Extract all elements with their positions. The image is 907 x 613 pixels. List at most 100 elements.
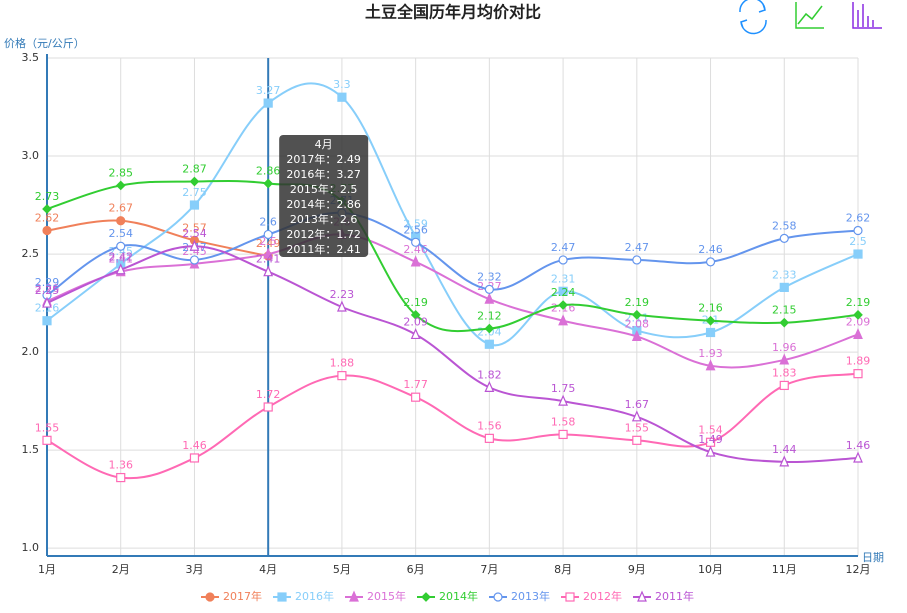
refresh-button[interactable]: [739, 0, 767, 35]
data-point: [337, 371, 347, 381]
tooltip-row: 2016年：3.27: [286, 167, 361, 181]
data-label: 2.33: [772, 268, 797, 281]
data-label: 2.85: [108, 166, 133, 179]
data-label: 1.55: [35, 421, 60, 434]
data-label: 2.54: [182, 227, 207, 240]
data-point: [705, 359, 716, 371]
data-point: [484, 284, 494, 294]
data-label: 2.09: [846, 315, 871, 328]
data-point: [705, 327, 716, 338]
data-point: [411, 392, 421, 402]
data-point: [779, 282, 789, 292]
data-label: 2.75: [182, 186, 207, 199]
data-label: 2.46: [698, 243, 723, 256]
line: [46, 372, 859, 480]
data-point: [558, 286, 568, 296]
tooltip-row: 2017年：2.49: [286, 152, 361, 166]
data-label: 2.16: [35, 302, 60, 315]
data-label: 2.49: [256, 237, 281, 250]
data-label: 2.62: [846, 212, 871, 225]
data-point: [42, 316, 52, 326]
data-point: [779, 353, 790, 365]
data-label: 1.96: [772, 341, 797, 354]
data-label: 1.67: [625, 398, 650, 411]
x-tick-label: 11月: [772, 563, 797, 576]
x-tick-label: 3月: [185, 563, 203, 576]
data-point: [42, 225, 52, 236]
data-point: [484, 323, 495, 334]
legend-marker: [349, 590, 359, 602]
data-point: [484, 433, 494, 443]
data-point: [410, 327, 421, 340]
tooltip-row: 2012年：1.72: [286, 227, 361, 241]
data-label: 2.56: [403, 223, 428, 236]
data-label: 2.58: [772, 219, 797, 232]
data-label: 2.12: [477, 310, 502, 323]
x-tick-label: 6月: [407, 563, 425, 576]
x-axis-title: 日期: [862, 551, 884, 564]
data-point: [336, 300, 347, 312]
data-point: [632, 255, 642, 265]
data-label: 2.47: [551, 241, 576, 254]
data-point: [558, 314, 569, 326]
data-point: [705, 315, 716, 326]
data-label: 2.5: [259, 235, 277, 248]
data-label: 2.19: [403, 296, 428, 309]
data-label: 2.32: [477, 270, 502, 283]
data-point: [189, 200, 200, 210]
data-label: 2.41: [256, 253, 281, 266]
y-tick-label: 2.0: [22, 345, 40, 358]
tooltip-row: 2013年：2.6: [290, 212, 358, 226]
data-label: 1.83: [772, 366, 797, 379]
line: [46, 233, 859, 369]
y-tick-label: 3.0: [22, 149, 40, 162]
data-label: 2.09: [403, 315, 428, 328]
data-point: [853, 327, 863, 340]
toolbar: [739, 0, 882, 35]
bar-chart-button[interactable]: [852, 2, 882, 29]
line-chart-button[interactable]: [795, 2, 824, 29]
data-point: [189, 176, 200, 187]
data-point: [189, 453, 200, 463]
data-point: [116, 241, 126, 251]
data-point: [779, 380, 789, 391]
data-label: 2.23: [330, 288, 355, 301]
x-tick-label: 4月: [259, 563, 277, 576]
data-label: 1.77: [403, 378, 428, 391]
legend-marker: [637, 590, 647, 602]
legend-label: 2017年: [223, 589, 262, 603]
data-label: 2.62: [35, 212, 60, 225]
data-label: 1.49: [698, 433, 723, 446]
x-tick-label: 5月: [333, 563, 351, 576]
data-label: 1.93: [698, 347, 723, 360]
data-point: [779, 455, 790, 467]
data-label: 2.41: [108, 253, 133, 266]
data-point: [558, 300, 568, 310]
data-point: [853, 451, 863, 463]
data-point: [558, 394, 569, 406]
data-point: [263, 178, 274, 189]
data-label: 1.89: [846, 355, 871, 368]
data-label: 2.5: [849, 235, 867, 248]
data-label: 1.72: [256, 388, 281, 401]
data-point: [631, 309, 642, 320]
data-label: 3.3: [333, 78, 351, 91]
tooltip: 4月2017年：2.492016年：3.272015年：2.52014年：2.8…: [279, 135, 369, 257]
y-axis-title: 价格（元/公斤）: [4, 36, 85, 50]
legend-marker: [277, 592, 287, 602]
data-point: [558, 429, 568, 440]
y-tick-label: 3.5: [22, 51, 40, 64]
data-point: [631, 329, 642, 342]
x-tick-label: 8月: [554, 563, 572, 576]
data-label: 3.27: [256, 84, 281, 97]
data-label: 1.44: [772, 443, 797, 456]
data-label: 2.54: [108, 227, 133, 240]
y-tick-label: 1.0: [22, 541, 40, 554]
data-point: [411, 237, 421, 247]
data-point: [42, 204, 52, 214]
tooltip-row: 2014年：2.86: [286, 197, 361, 211]
data-point: [116, 216, 126, 226]
series: 2.162.452.753.273.32.592.042.312.112.12.…: [35, 78, 867, 349]
data-label: 1.88: [330, 357, 355, 370]
legend-label: 2012年: [583, 589, 622, 603]
